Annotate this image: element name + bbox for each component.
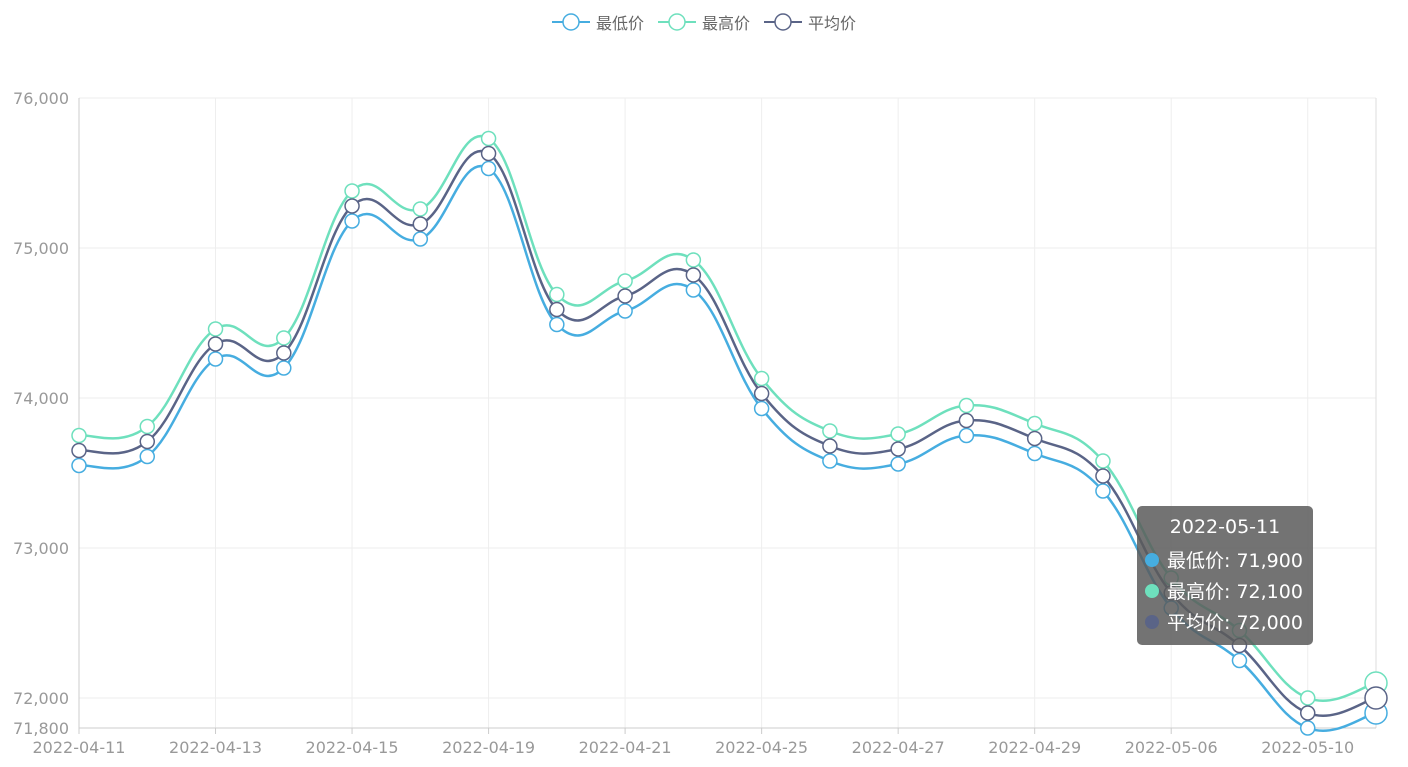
series-dot-icon	[1145, 614, 1159, 629]
data-point	[822, 438, 838, 454]
x-tick-label: 2022-04-15	[306, 738, 399, 757]
legend-label: 平均价	[808, 14, 857, 33]
data-point	[1026, 445, 1043, 462]
y-tick-label: 75,000	[13, 239, 69, 258]
x-tick-label: 2022-04-19	[442, 738, 535, 757]
data-point	[1299, 690, 1316, 706]
data-point	[276, 345, 292, 361]
data-point	[617, 303, 633, 319]
data-point	[890, 426, 906, 442]
data-point	[617, 273, 633, 289]
data-point	[685, 252, 702, 268]
data-point	[685, 282, 702, 298]
y-tick-label: 74,000	[13, 389, 69, 408]
data-point	[890, 456, 906, 472]
data-point	[1231, 652, 1248, 669]
axes: 76,00075,00074,00073,00072,00071,8002022…	[13, 89, 1377, 757]
data-point	[480, 130, 497, 147]
data-point	[276, 360, 292, 376]
data-point	[753, 400, 770, 417]
series-dot-icon	[1145, 583, 1159, 598]
legend-label: 最高价	[701, 14, 750, 33]
data-point	[412, 231, 429, 247]
data-point	[139, 433, 156, 450]
data-point	[71, 457, 87, 474]
y-tick-label: 71,800	[13, 719, 69, 738]
tooltip-row-label: 最低价: 71,900	[1167, 550, 1303, 572]
tooltip-row-high: 最高价: 72,100	[1145, 575, 1305, 606]
data-point	[549, 286, 565, 303]
data-point	[412, 216, 429, 232]
data-point	[207, 336, 224, 352]
data-point	[1095, 453, 1111, 469]
legend-item-low[interactable]: 最低价	[551, 10, 644, 34]
x-tick-label: 2022-04-27	[852, 738, 945, 757]
tooltip-row-label: 平均价: 72,000	[1167, 612, 1303, 634]
data-point	[617, 288, 633, 304]
data-point	[1095, 468, 1111, 484]
tooltip-row-label: 最高价: 72,100	[1167, 581, 1303, 603]
legend-item-avg[interactable]: 平均价	[764, 10, 856, 34]
data-point	[549, 316, 565, 333]
data-point	[480, 145, 497, 162]
data-point	[549, 301, 565, 318]
data-point	[753, 370, 770, 387]
legend-line-marker-icon	[657, 13, 696, 31]
data-point	[139, 448, 156, 465]
tooltip-row-avg: 平均价: 72,000	[1145, 606, 1305, 637]
tooltip: 2022-05-11 最低价: 71,900 最高价: 72,100 平均价: …	[1137, 506, 1313, 645]
grid	[79, 97, 1376, 728]
data-point	[1026, 430, 1043, 447]
legend: 最低价 最高价 平均价	[0, 10, 1408, 34]
data-point	[890, 441, 906, 457]
data-point	[822, 423, 838, 439]
data-point	[1095, 483, 1111, 499]
data-point	[71, 427, 87, 444]
data-point	[958, 412, 975, 429]
data-point	[139, 418, 156, 435]
series-dot-icon	[1145, 552, 1159, 567]
y-tick-label: 76,000	[13, 89, 69, 108]
data-point	[71, 442, 87, 459]
data-point	[1299, 705, 1316, 721]
data-point	[344, 183, 360, 199]
x-tick-label: 2022-05-10	[1261, 738, 1354, 757]
data-point	[1364, 686, 1388, 710]
x-tick-label: 2022-04-21	[579, 738, 672, 757]
legend-label: 最低价	[595, 14, 644, 33]
data-point	[344, 213, 360, 229]
data-point	[276, 330, 292, 346]
legend-line-marker-icon	[551, 13, 590, 31]
tooltip-title: 2022-05-11	[1169, 516, 1281, 538]
series-line	[78, 164, 1377, 732]
data-point	[207, 321, 224, 337]
x-tick-label: 2022-04-13	[169, 738, 262, 757]
data-point	[207, 351, 224, 367]
x-tick-label: 2022-04-11	[33, 738, 126, 757]
data-point	[412, 201, 429, 217]
data-point	[344, 198, 360, 214]
data-point	[1299, 720, 1316, 736]
data-point	[685, 267, 702, 283]
x-tick-label: 2022-04-25	[715, 738, 808, 757]
data-point	[822, 453, 838, 469]
data-point	[753, 385, 770, 402]
data-point	[958, 397, 975, 414]
y-tick-label: 72,000	[13, 689, 69, 708]
x-tick-label: 2022-04-29	[988, 738, 1081, 757]
data-point	[480, 160, 497, 177]
legend-line-marker-icon	[764, 13, 802, 31]
data-point	[1026, 415, 1043, 432]
tooltip-row-low: 最低价: 71,900	[1145, 544, 1305, 575]
x-tick-label: 2022-05-06	[1125, 738, 1218, 757]
data-point	[958, 427, 975, 444]
y-tick-label: 73,000	[13, 539, 69, 558]
legend-item-high[interactable]: 最高价	[657, 10, 750, 34]
